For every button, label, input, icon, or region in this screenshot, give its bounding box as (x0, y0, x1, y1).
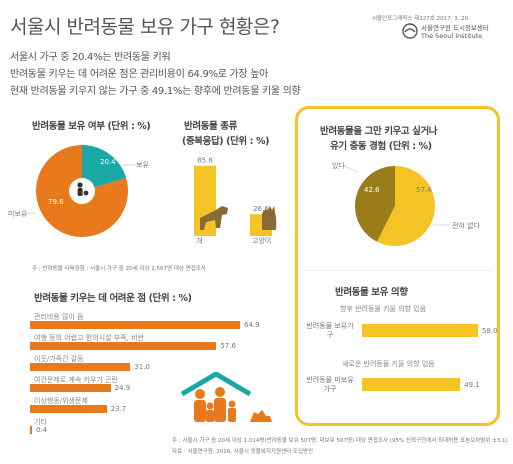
ownership-pie-chart (26, 145, 135, 237)
difficulty-value-4: 23.7 (110, 405, 127, 413)
difficulty-value-1: 57.6 (220, 342, 236, 350)
difficulty-value-2: 31.0 (134, 363, 150, 371)
summary-line-2: 반려동물 키우는 데 어려운 점은 관리비용이 64.9%로 가장 높아 (10, 69, 268, 80)
difficulty-bar-4 (30, 405, 107, 413)
intent-chart-title: 반려동물 보유 의향 (335, 287, 408, 298)
pet-type-label-cat: 고양이 (252, 237, 272, 245)
intent-desc-owner: 향후 반려동물 키울 의향 있음 (340, 305, 427, 313)
difficulty-bar-chart: 관리비용 많이 듬 64.9 여행 등의 어렵고 편의시설 부족, 비싼 57.6 이웃… (30, 304, 290, 434)
pet-type-bar-chart: 85.8 26.6 (194, 157, 277, 236)
abandon-chart-title: 반려동물을 그만 키우고 싶거나 (320, 126, 438, 137)
pet-type-value-0: 85.8 (197, 157, 213, 165)
family-house-icon (180, 372, 272, 422)
difficulty-label-2: 이웃/가족간 갈등 (34, 355, 84, 363)
pie-label-owned: 보유 (136, 161, 149, 169)
difficulty-label-1: 여행 등의 어렵고 편의시설 부족, 비싼 (34, 334, 144, 342)
org-name-en: The Seoul Institute (421, 32, 483, 40)
difficulty-label-3: 여건문제로 계속 키우기 곤란 (34, 376, 118, 384)
panel-divider (302, 270, 492, 271)
pie-footnote: 주 : 반려동물 사육경험 : 서울시 가구 중 20세 이상 2,567명 대… (32, 266, 206, 272)
abandon-pie-slice-1 (377, 166, 435, 246)
difficulty-bar-1 (30, 342, 217, 350)
intent-category-nonowner: 반려동물 미보유 가구 (306, 376, 354, 393)
summary-line-3: 현재 반려동물 키우지 않는 가구 중 49.1%는 향후에 반려동물 키울 의… (10, 86, 301, 97)
bottom-footnote-1: 주 : 서울시 가구 중 20세 이상 1,014명(반려동물 보유 507명,… (172, 438, 508, 444)
page-title: 서울시 반려동물 보유 가구 현황은? (10, 16, 280, 38)
seoul-institute-logo (402, 23, 418, 39)
intent-bar-nonowner (362, 378, 461, 391)
difficulty-label-0: 관리비용 많이 듬 (34, 313, 84, 321)
pie-value-owned: 20.4 (100, 158, 116, 166)
difficulty-bar-2 (30, 363, 131, 371)
difficulty-bar-3 (30, 384, 111, 392)
abandon-chart-subtitle: 유기 충동 경험 (단위 : %) (330, 141, 432, 152)
cat-icon (262, 206, 277, 230)
intent-desc-nonowner: 새로운 반려동물 키울 의향 있음 (342, 360, 435, 368)
org-name: 서울연구원 도시정보센터 The Seoul Institute (421, 24, 489, 40)
intent-bar-chart: 향후 반려동물 키울 의향 있음 반려동물 보유가구 58.0 새로운 반려동물… (300, 304, 498, 414)
pie-label-not-owned: 미보유 (8, 210, 28, 218)
abandon-pie-slice-0 (355, 166, 395, 242)
ownership-pie-slice-0 (82, 145, 127, 191)
abandon-value-yes: 42.6 (364, 186, 380, 194)
dog-icon (200, 206, 228, 230)
difficulty-label-5: 기타 (34, 418, 47, 426)
intent-category-owner: 반려동물 보유가구 (306, 322, 354, 339)
abandon-label-no: 전혀 없다 (452, 222, 480, 230)
right-panel (295, 106, 500, 426)
person-dog-icon (77, 182, 89, 196)
abandon-value-no: 57.4 (416, 186, 432, 194)
pet-type-chart-title: 반려동물 종류 (184, 121, 237, 132)
difficulty-value-3: 24.9 (114, 384, 131, 392)
intent-bar-owner (362, 324, 478, 337)
abandon-pie-chart (343, 165, 450, 246)
intent-value-owner: 58.0 (482, 327, 498, 335)
difficulty-value-0: 64.9 (244, 321, 260, 329)
pet-type-label-dog: 개 (196, 237, 203, 245)
issue-info: 서울인포그래픽스 제227호 2017. 3. 20. (372, 16, 470, 22)
leader-line-yes (343, 165, 359, 173)
intent-value-nonowner: 49.1 (464, 381, 480, 389)
difficulty-label-4: 이상행동/위생문제 (34, 397, 88, 405)
pet-type-value-1: 26.6 (253, 205, 269, 213)
abandon-label-yes: 있다 (332, 162, 345, 170)
bottom-footnote-2: 자료 : 서울연구원, 2016, 서울시 동물복지지원센터 도입방안 (172, 449, 314, 455)
pie-value-not-owned: 79.6 (48, 198, 64, 206)
difficulty-chart-title: 반려동물 키우는 데 어려운 점 (단위 : %) (34, 293, 192, 304)
difficulty-value-5: 0.4 (36, 426, 48, 434)
difficulty-bar-0 (30, 321, 240, 329)
difficulty-bar-5 (30, 426, 32, 434)
pet-type-chart-subtitle: (중복응답) (단위 : %) (182, 136, 270, 147)
ownership-chart-title: 반려동물 보유 여부 (단위 : %) (32, 121, 151, 132)
summary-line-1: 서울시 가구 중 20.4%는 반려동물 키워 (10, 52, 171, 63)
org-name-kr: 서울연구원 도시정보센터 (421, 24, 489, 32)
